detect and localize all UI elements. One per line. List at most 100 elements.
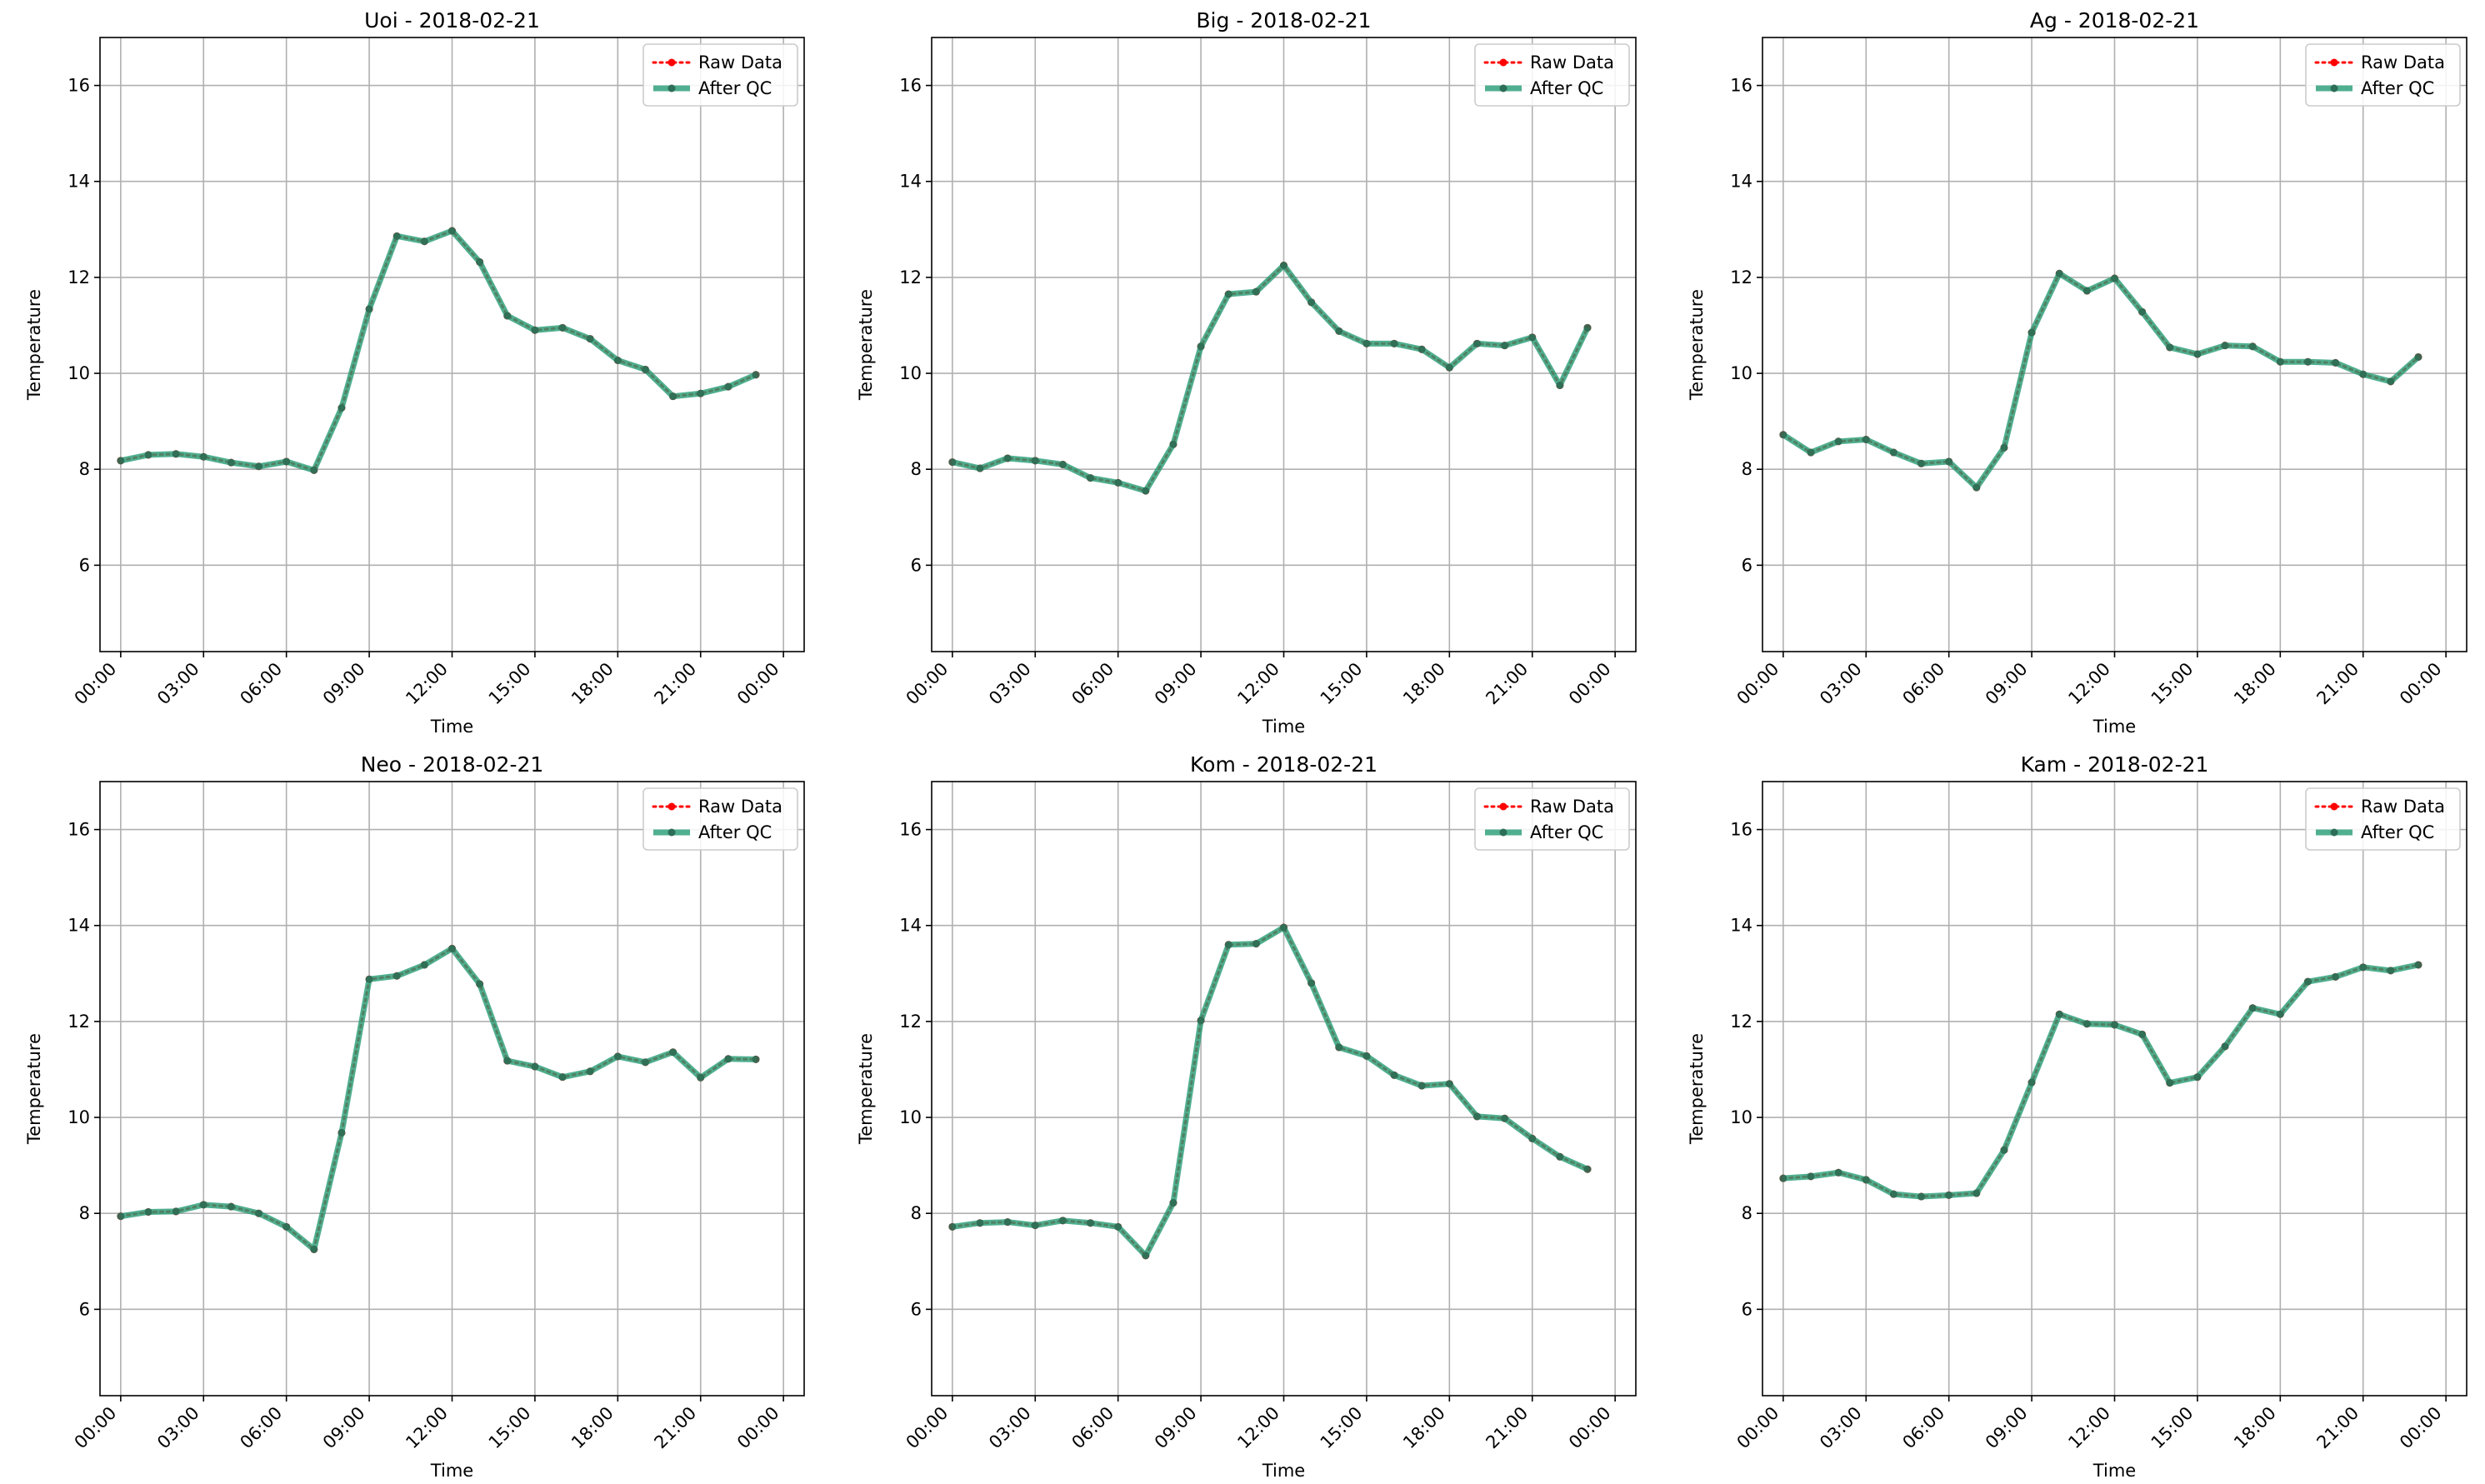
series-line-raw-data [951,263,1589,492]
point-after-qc [669,392,678,401]
y-tick-label: 12 [899,267,922,287]
point-after-qc [2414,961,2422,969]
y-tick-label: 6 [79,555,90,575]
point-after-qc [1390,1071,1398,1079]
point-after-qc [2028,328,2036,337]
point-after-qc [1472,339,1481,347]
point-after-qc [976,464,984,472]
point-after-qc [558,323,567,332]
point-after-qc [948,458,957,467]
point-after-qc [2387,967,2395,975]
point-after-qc [1114,478,1122,487]
point-after-qc [1862,1176,1870,1184]
point-after-qc [2193,1073,2202,1082]
x-tick-label: 21:00 [650,1403,700,1453]
point-after-qc [641,365,649,373]
point-after-qc [255,462,263,471]
x-tick-label: 12:00 [2064,659,2114,709]
legend-marker-after-qc [1499,84,1508,92]
subplot-title: Kom - 2018-02-21 [1190,752,1378,777]
point-after-qc [227,1202,235,1211]
point-after-qc [1308,979,1316,987]
point-after-qc [2166,343,2174,352]
series-line-raw-data [1782,963,2420,1198]
point-after-qc [1169,440,1178,448]
point-after-qc [1003,1218,1012,1227]
axes-frame [99,37,805,652]
x-tick-label: 15:00 [1317,1403,1367,1453]
point-after-qc [1889,448,1898,457]
x-tick-label: 21:00 [650,659,700,709]
point-after-qc [1142,1252,1150,1260]
point-after-qc [613,357,622,365]
series-line-raw-data [119,229,758,472]
point-after-qc [144,451,152,459]
x-tick-label: 18:00 [1399,659,1449,709]
y-tick-label: 16 [1730,76,1752,96]
point-after-qc [697,389,705,397]
point-after-qc [2414,352,2422,361]
x-tick-label: 00:00 [733,659,783,709]
y-tick-label: 14 [68,172,90,192]
point-after-qc [310,466,318,474]
point-after-qc [1087,474,1095,482]
point-after-qc [2193,350,2202,358]
subplot-4: 00:00 03:00 06:00 09:00 12:00 15:00 18:00 21:00… [24,752,805,1481]
x-tick-label: 03:00 [985,1403,1035,1453]
point-after-qc [1918,1192,1926,1201]
point-after-qc [2111,1021,2118,1029]
legend-marker-after-qc [1499,828,1508,837]
y-tick-label: 12 [1730,267,1752,287]
x-tick-label: 09:00 [1982,1403,2032,1453]
point-after-qc [1501,1114,1509,1122]
point-after-qc [1169,1199,1178,1207]
point-after-qc [1501,342,1509,350]
point-after-qc [338,404,346,412]
legend-label-after-qc: After QC [1530,822,1603,842]
x-tick-label: 06:00 [1898,659,1948,709]
x-tick-label: 00:00 [733,1403,783,1453]
point-after-qc [613,1052,622,1061]
legend: Raw Data After QC [642,43,798,107]
point-after-qc [227,458,235,467]
point-after-qc [2276,1010,2284,1018]
axes-frame [931,37,1637,652]
point-after-qc [2138,1030,2147,1038]
point-after-qc [724,1055,732,1063]
y-axis-label: Temperature [24,1033,44,1145]
x-tick-label: 00:00 [902,659,952,709]
legend-label-raw-data: Raw Data [2361,52,2445,72]
point-after-qc [310,1245,318,1253]
point-after-qc [1472,1112,1481,1121]
y-tick-label: 6 [911,555,922,575]
y-tick-label: 6 [79,1299,90,1319]
legend-label-after-qc: After QC [2361,822,2434,842]
x-tick-label: 03:00 [153,659,203,709]
point-after-qc [282,457,291,466]
point-after-qc [1031,1222,1039,1230]
point-after-qc [531,1062,539,1071]
y-tick-label: 10 [68,363,90,383]
y-tick-label: 14 [68,916,90,936]
point-after-qc [1418,345,1426,353]
point-after-qc [558,1073,567,1082]
y-tick-label: 6 [1742,555,1752,575]
x-tick-label: 09:00 [1151,1403,1201,1453]
point-after-qc [1308,298,1316,307]
point-after-qc [117,1212,125,1221]
legend-marker-raw-data [668,58,676,67]
series-line-after-qc [1781,270,2421,491]
point-after-qc [1972,1189,1981,1197]
subplot-6: 00:00 03:00 06:00 09:00 12:00 15:00 18:00 21:00… [1687,752,2468,1481]
x-tick-label: 06:00 [1068,1403,1118,1453]
point-after-qc [1390,339,1398,347]
y-tick-label: 6 [1742,1299,1752,1319]
legend-marker-raw-data [1499,58,1508,67]
y-tick-label: 16 [68,76,90,96]
subplot-title: Big - 2018-02-21 [1196,8,1371,32]
legend-label-after-qc: After QC [1530,78,1603,98]
y-tick-label: 12 [68,1012,90,1032]
point-after-qc [1003,454,1012,462]
y-tick-label: 16 [1730,820,1752,840]
legend-label-raw-data: Raw Data [698,52,782,72]
